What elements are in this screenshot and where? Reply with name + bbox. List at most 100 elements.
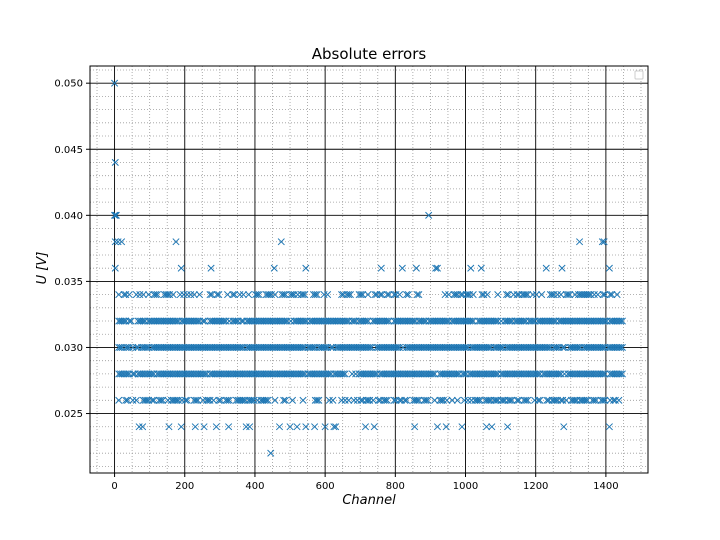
data-point-marker xyxy=(476,370,484,378)
data-point-marker xyxy=(448,396,456,404)
data-point-marker xyxy=(485,396,493,404)
data-point-marker xyxy=(566,343,574,352)
data-point-marker xyxy=(462,291,470,299)
data-point-marker xyxy=(111,211,119,219)
data-point-marker xyxy=(538,317,546,325)
data-point-marker xyxy=(264,396,272,404)
data-point-marker xyxy=(362,317,370,325)
data-point-marker xyxy=(510,343,518,352)
data-point-marker xyxy=(601,343,609,352)
data-point-marker xyxy=(246,370,254,378)
data-point-marker xyxy=(518,370,526,378)
data-point-marker xyxy=(190,370,198,378)
data-point-marker xyxy=(605,264,613,272)
data-point-marker xyxy=(494,396,502,404)
data-point-marker xyxy=(585,317,593,325)
data-point-marker xyxy=(425,211,433,219)
data-point-marker xyxy=(427,370,435,378)
data-point-marker xyxy=(541,317,549,325)
data-point-marker xyxy=(253,317,261,325)
data-point-marker xyxy=(294,343,302,352)
data-point-marker xyxy=(343,317,351,325)
data-point-marker xyxy=(503,291,511,299)
data-point-marker xyxy=(266,291,274,299)
data-point-marker xyxy=(536,317,544,325)
data-point-marker xyxy=(141,317,149,325)
data-point-marker xyxy=(206,343,214,352)
data-point-marker xyxy=(520,291,528,299)
data-point-marker xyxy=(418,343,426,352)
data-point-marker xyxy=(308,317,316,325)
data-point-marker xyxy=(238,317,246,325)
data-point-marker xyxy=(162,317,170,325)
data-point-marker xyxy=(345,291,353,299)
data-point-marker xyxy=(234,317,242,325)
data-point-marker xyxy=(418,317,426,325)
data-point-marker xyxy=(596,370,604,378)
data-point-marker xyxy=(573,370,581,378)
data-point-marker xyxy=(194,396,202,404)
data-point-marker xyxy=(504,291,512,299)
data-point-marker xyxy=(401,317,409,325)
data-point-marker xyxy=(488,370,497,378)
data-point-marker xyxy=(136,370,144,378)
data-point-marker xyxy=(157,317,165,325)
data-point-marker xyxy=(353,343,361,352)
data-point-marker xyxy=(176,370,184,378)
data-point-marker xyxy=(366,396,374,404)
data-point-marker xyxy=(155,370,163,378)
data-point-marker xyxy=(115,343,123,352)
data-point-marker xyxy=(525,343,533,352)
data-point-marker xyxy=(410,396,418,404)
data-point-marker xyxy=(483,396,491,404)
data-point-marker xyxy=(573,396,581,404)
data-point-marker xyxy=(290,343,298,352)
data-point-marker xyxy=(371,317,379,325)
data-point-marker xyxy=(376,370,384,378)
data-point-marker xyxy=(618,370,626,378)
data-point-marker xyxy=(293,423,301,431)
data-point-marker xyxy=(159,343,167,352)
data-point-marker xyxy=(487,396,495,404)
data-point-marker xyxy=(371,370,379,378)
data-point-marker xyxy=(250,396,258,404)
data-point-marker xyxy=(129,396,137,404)
data-point-marker xyxy=(483,291,491,299)
data-point-marker xyxy=(420,317,428,325)
data-point-marker xyxy=(252,370,260,378)
data-point-marker xyxy=(452,370,460,378)
x-tick-label: 0 xyxy=(111,481,117,492)
data-point-marker xyxy=(517,343,525,352)
data-point-marker xyxy=(590,396,598,404)
data-point-marker xyxy=(246,317,254,325)
data-point-marker xyxy=(324,370,332,378)
data-point-marker xyxy=(111,264,119,272)
data-point-marker xyxy=(497,370,505,378)
data-point-marker xyxy=(402,343,411,352)
data-point-marker xyxy=(601,370,609,378)
data-point-marker xyxy=(357,291,365,299)
data-point-marker xyxy=(195,343,204,352)
data-point-marker xyxy=(508,370,516,378)
data-point-marker xyxy=(466,370,474,378)
data-point-marker xyxy=(524,370,532,378)
data-point-marker xyxy=(285,343,293,352)
data-point-marker xyxy=(531,370,539,378)
data-point-marker xyxy=(420,396,428,404)
data-point-marker xyxy=(529,317,537,325)
data-point-marker xyxy=(550,317,558,325)
data-point-marker xyxy=(309,343,318,352)
data-point-marker xyxy=(329,317,337,325)
data-point-marker xyxy=(545,396,553,404)
data-point-marker xyxy=(566,291,574,299)
data-point-marker xyxy=(288,343,297,352)
data-point-marker xyxy=(125,370,133,378)
data-point-marker xyxy=(283,343,291,352)
data-point-marker xyxy=(139,343,147,352)
data-point-marker xyxy=(146,317,154,325)
data-point-marker xyxy=(436,370,444,378)
data-point-marker xyxy=(259,343,267,352)
data-point-marker xyxy=(166,291,174,299)
data-point-marker xyxy=(192,396,200,404)
data-point-marker xyxy=(415,317,423,325)
